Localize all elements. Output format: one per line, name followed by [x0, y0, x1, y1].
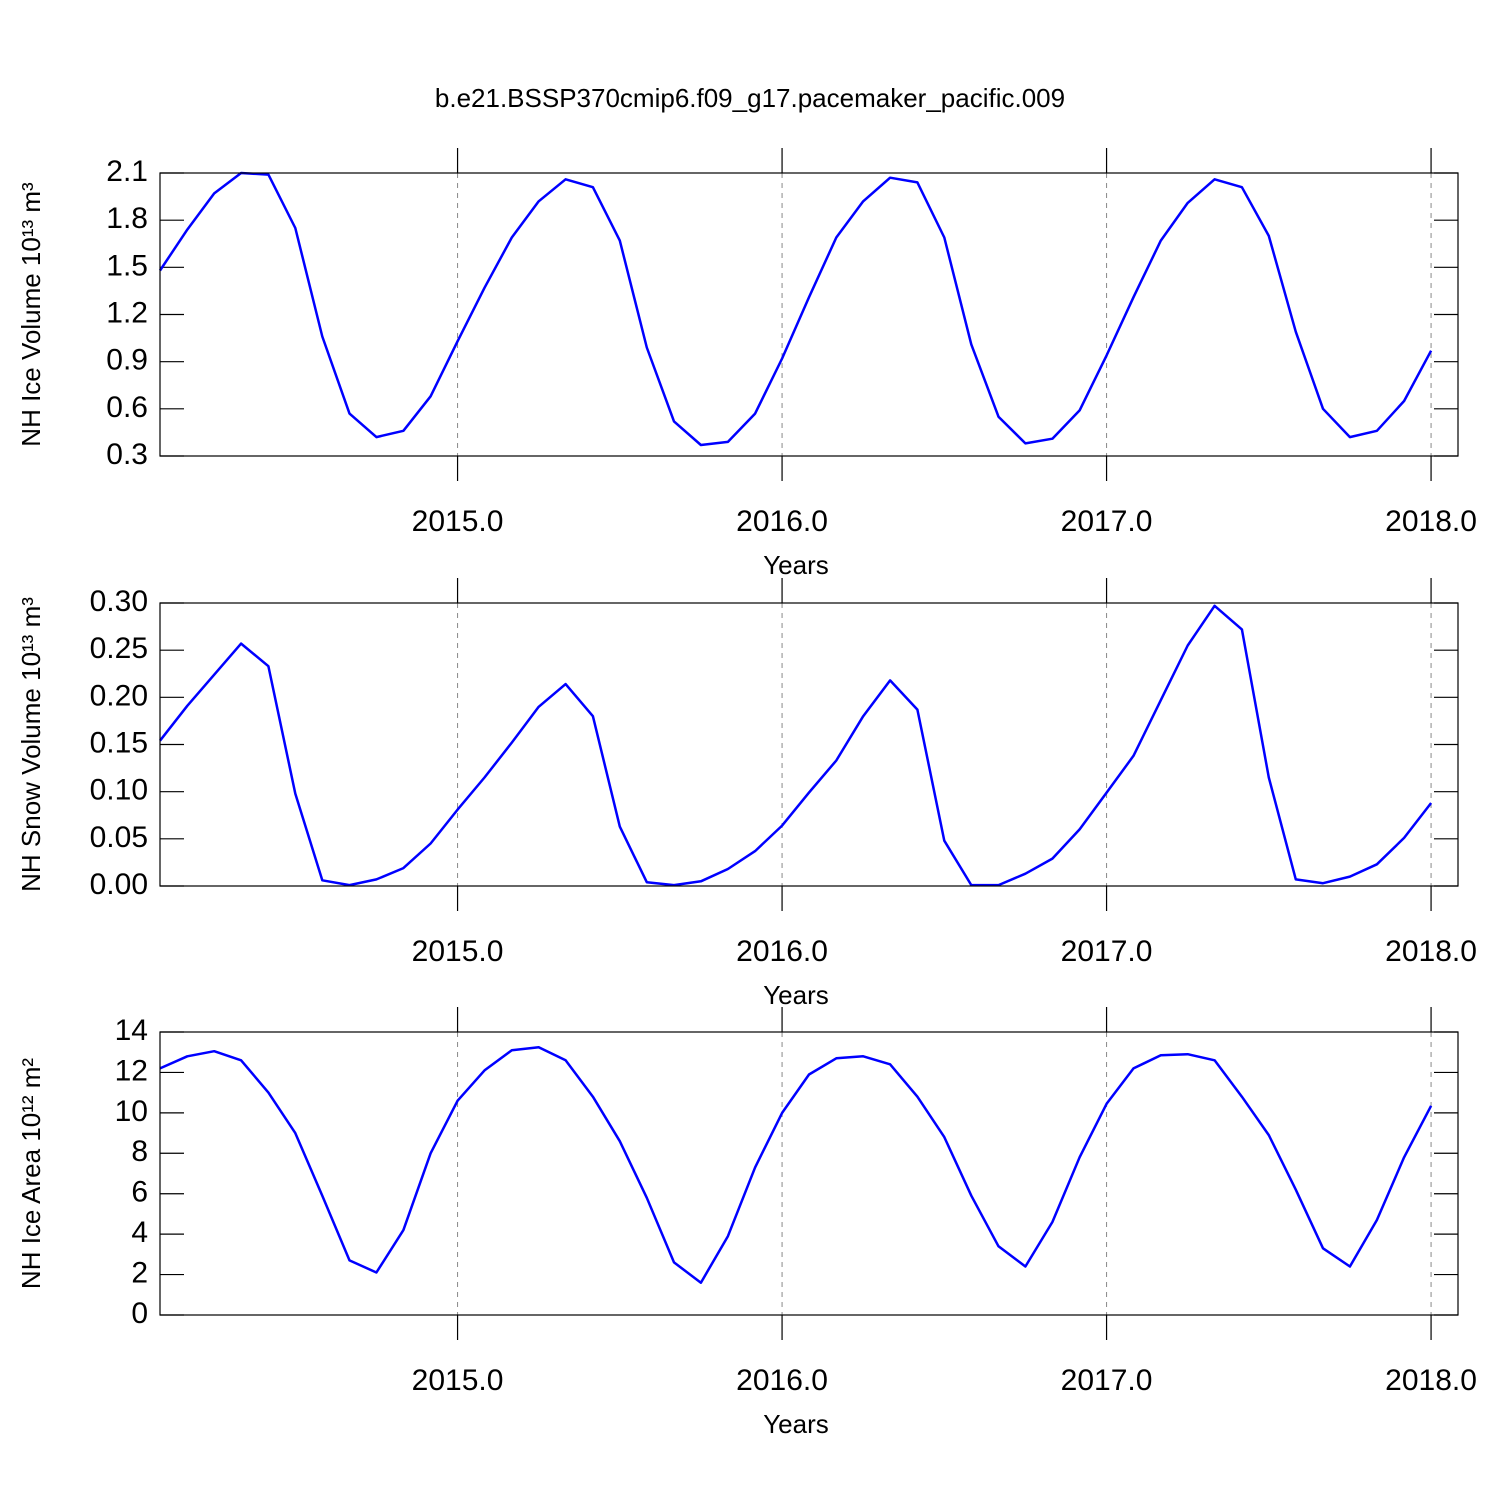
y-tick-label: 6: [131, 1176, 148, 1209]
y-tick-label: 2.1: [106, 155, 148, 188]
data-line: [158, 171, 1433, 447]
data-line: [159, 604, 1433, 887]
x-axis-label: Years: [763, 980, 829, 1010]
x-tick-label: 2018.0: [1385, 935, 1477, 968]
y-tick-label: 1.5: [106, 249, 148, 282]
x-tick-label: 2015.0: [412, 505, 504, 538]
x-axis-label: Years: [763, 1409, 829, 1439]
x-tick-label: 2016.0: [736, 1364, 828, 1397]
x-tick-label: 2015.0: [412, 1364, 504, 1397]
y-tick-label: 4: [131, 1216, 148, 1249]
y-tick-label: 1.8: [106, 202, 148, 235]
y-tick-label: 0.30: [90, 585, 148, 618]
y-tick-label: 0.20: [90, 679, 148, 712]
y-axis-label: NH Ice Volume 10¹³ m³: [16, 182, 46, 447]
y-tick-label: 12: [115, 1054, 148, 1087]
plot-frame: [159, 602, 1459, 887]
y-tick-label: 0.00: [90, 868, 148, 901]
x-tick-label: 2017.0: [1061, 935, 1153, 968]
y-tick-label: 0: [131, 1297, 148, 1330]
y-tick-label: 0.3: [106, 438, 148, 471]
y-tick-label: 0.9: [106, 344, 148, 377]
x-tick-label: 2017.0: [1061, 505, 1153, 538]
x-tick-label: 2017.0: [1061, 1364, 1153, 1397]
y-tick-label: 1.2: [106, 296, 148, 329]
y-tick-label: 2: [131, 1256, 148, 1289]
y-tick-label: 14: [115, 1014, 148, 1047]
y-tick-label: 0.10: [90, 774, 148, 807]
x-tick-label: 2015.0: [412, 935, 504, 968]
data-line: [159, 1045, 1433, 1284]
x-tick-label: 2018.0: [1385, 505, 1477, 538]
x-tick-label: 2016.0: [736, 935, 828, 968]
y-tick-label: 0.15: [90, 726, 148, 759]
y-tick-label: 0.6: [106, 391, 148, 424]
y-tick-label: 10: [115, 1095, 148, 1128]
x-tick-label: 2016.0: [736, 505, 828, 538]
y-tick-label: 8: [131, 1135, 148, 1168]
plot-frame: [159, 172, 1459, 457]
x-axis-label: Years: [763, 550, 829, 580]
y-axis-label: NH Snow Volume 10¹³ m³: [16, 597, 46, 892]
figure-title: b.e21.BSSP370cmip6.f09_g17.pacemaker_pac…: [435, 83, 1065, 113]
plot-frame: [159, 1031, 1459, 1316]
y-axis-label: NH Ice Area 10¹² m²: [16, 1058, 46, 1290]
y-tick-label: 0.25: [90, 632, 148, 665]
x-tick-label: 2018.0: [1385, 1364, 1477, 1397]
y-tick-label: 0.05: [90, 821, 148, 854]
